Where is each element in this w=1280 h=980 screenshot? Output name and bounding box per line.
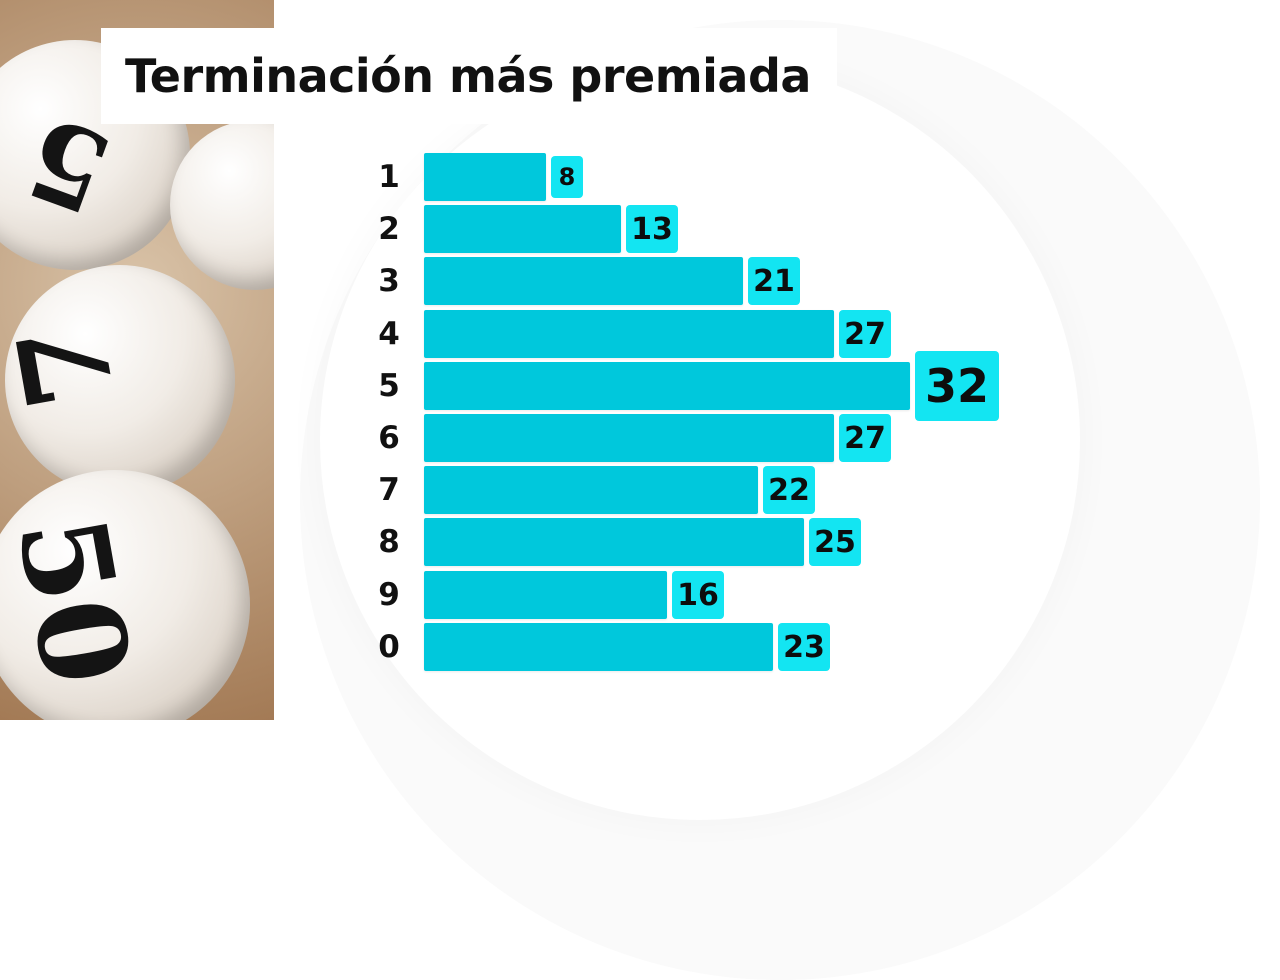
title-box: Terminación más premiada [101, 28, 837, 124]
category-label: 5 [378, 367, 400, 404]
category-label: 9 [378, 576, 400, 613]
value-label: 27 [839, 310, 891, 358]
bar [424, 361, 910, 410]
value-label: 27 [839, 414, 891, 462]
bar [424, 622, 773, 671]
bar [424, 205, 621, 254]
bar [424, 257, 743, 306]
category-label: 2 [378, 211, 400, 248]
value-label: 25 [809, 518, 861, 566]
value-label: 16 [672, 571, 724, 619]
category-label: 4 [378, 315, 400, 352]
bar [424, 153, 546, 201]
category-label: 7 [378, 472, 400, 509]
bar [424, 414, 834, 462]
value-label: 32 [915, 351, 999, 421]
category-label: 1 [378, 159, 400, 195]
value-label: 13 [626, 205, 678, 253]
category-label: 0 [378, 628, 400, 665]
lottery-ball: 7 [0, 265, 235, 495]
value-label: 22 [763, 466, 815, 514]
category-label: 6 [378, 420, 400, 456]
lottery-ball: 50 [0, 470, 250, 720]
category-label: 3 [378, 263, 400, 300]
bar [424, 309, 834, 358]
value-label: 23 [778, 623, 830, 671]
bar [424, 570, 667, 619]
bar-chart: 1 8 2 13 3 21 4 27 5 32 6 27 7 22 8 25 9 16 0 23 [378, 153, 999, 671]
category-label: 8 [378, 524, 400, 561]
value-label: 8 [551, 156, 583, 198]
bar [424, 518, 804, 567]
value-label: 21 [748, 257, 800, 305]
chart-title: Terminación más premiada [125, 49, 811, 103]
bar [424, 466, 758, 515]
